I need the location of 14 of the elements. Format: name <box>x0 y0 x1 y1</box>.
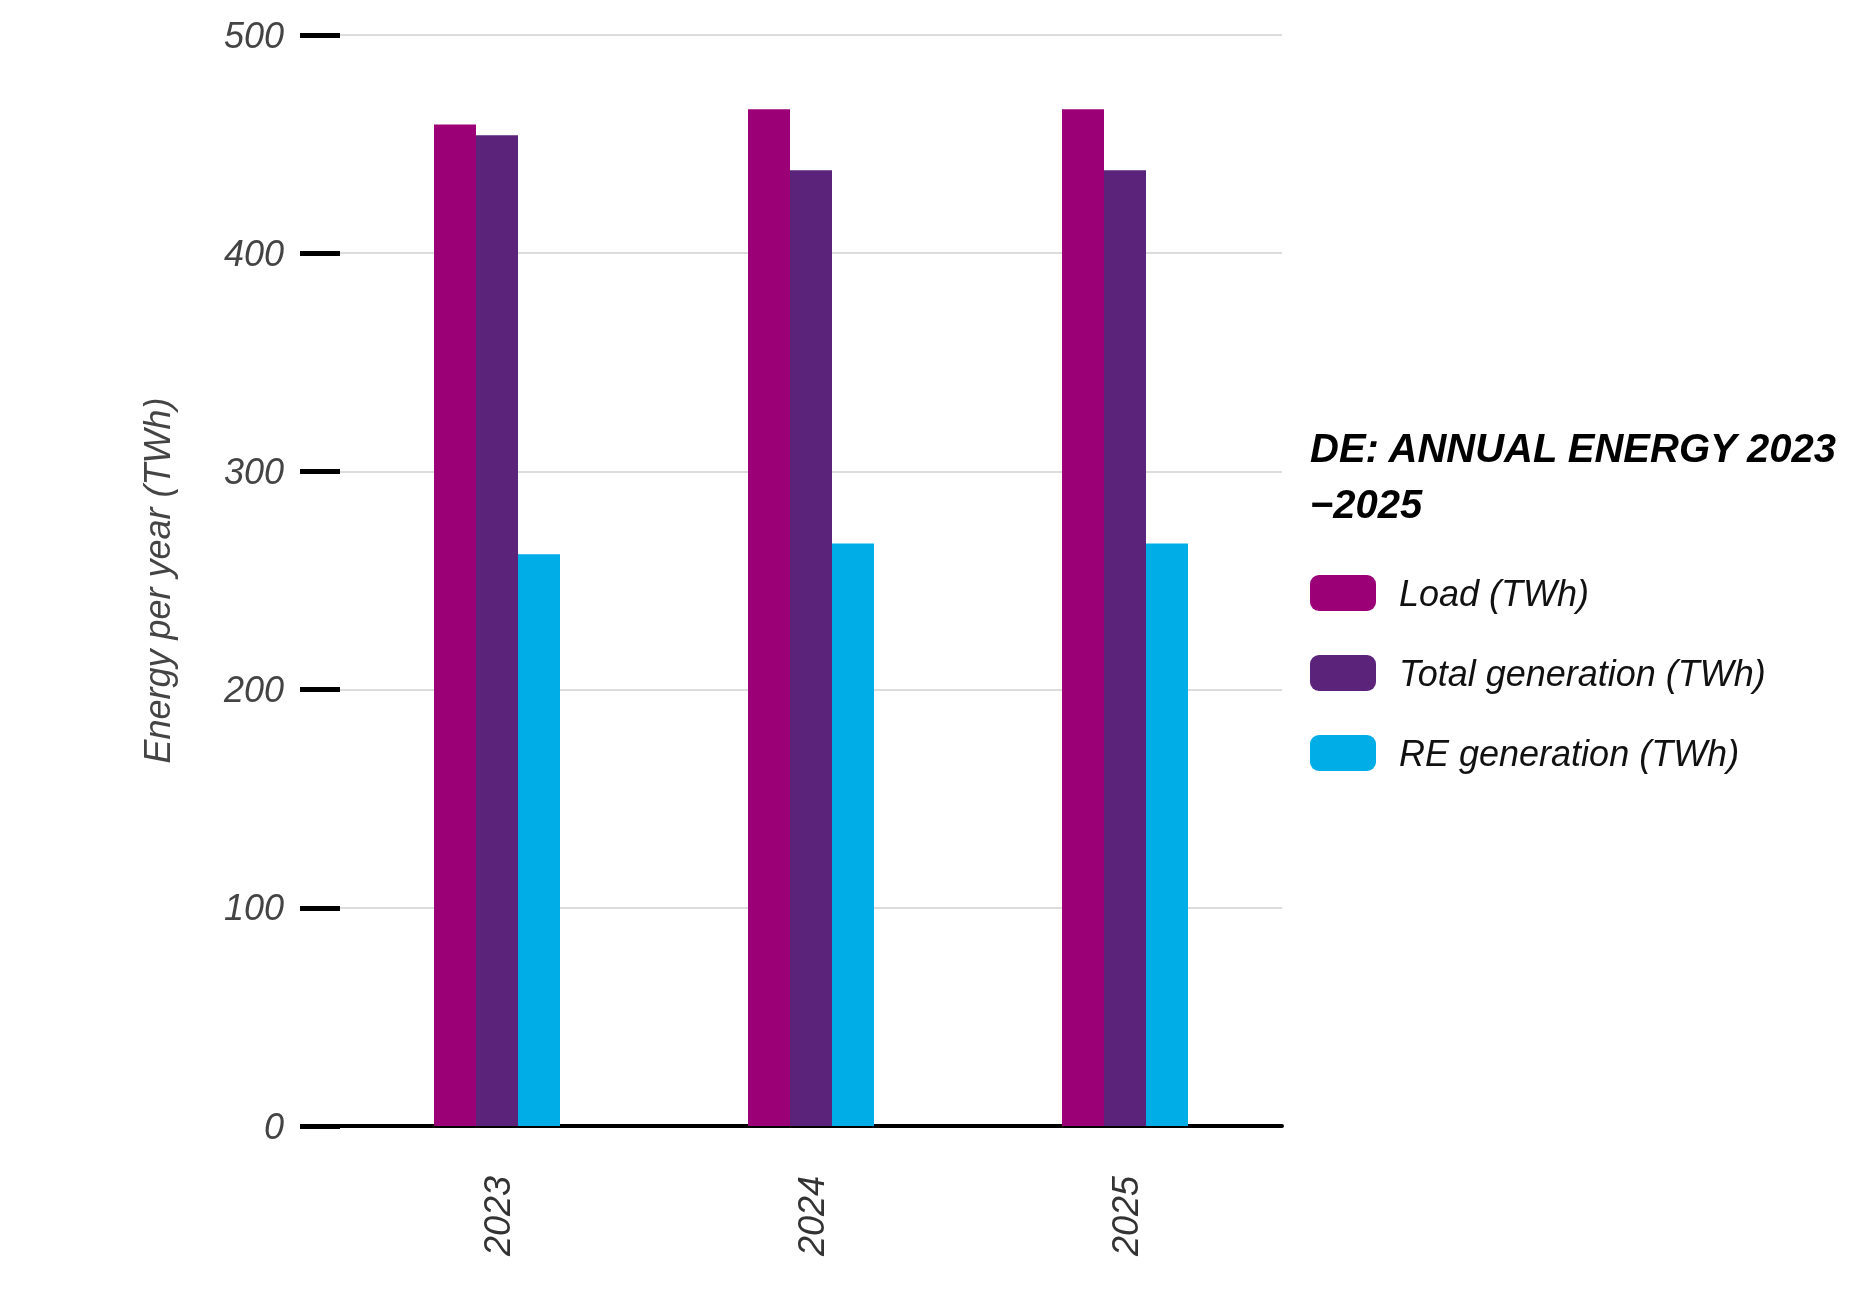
y-tick-label: 100 <box>223 887 284 929</box>
x-tick-label: 2024 <box>790 1176 832 1258</box>
x-tick-label: 2025 <box>1104 1175 1146 1258</box>
x-tick-label: 2023 <box>476 1176 518 1258</box>
y-tick-label: 200 <box>222 669 284 711</box>
legend-label: RE generation (TWh) <box>1399 732 1740 774</box>
y-tick-label: 0 <box>263 1105 284 1147</box>
y-axis-title: Energy per year (TWh) <box>136 397 178 764</box>
legend-label: Total generation (TWh) <box>1399 652 1766 694</box>
y-tick-label: 400 <box>223 232 284 274</box>
legend-title: DE: ANNUAL ENERGY 2023−2025 <box>1310 426 1837 526</box>
y-tick-label: 300 <box>223 450 284 492</box>
y-tick-label: 500 <box>223 14 284 56</box>
legend-label: Load (TWh) <box>1399 572 1590 614</box>
